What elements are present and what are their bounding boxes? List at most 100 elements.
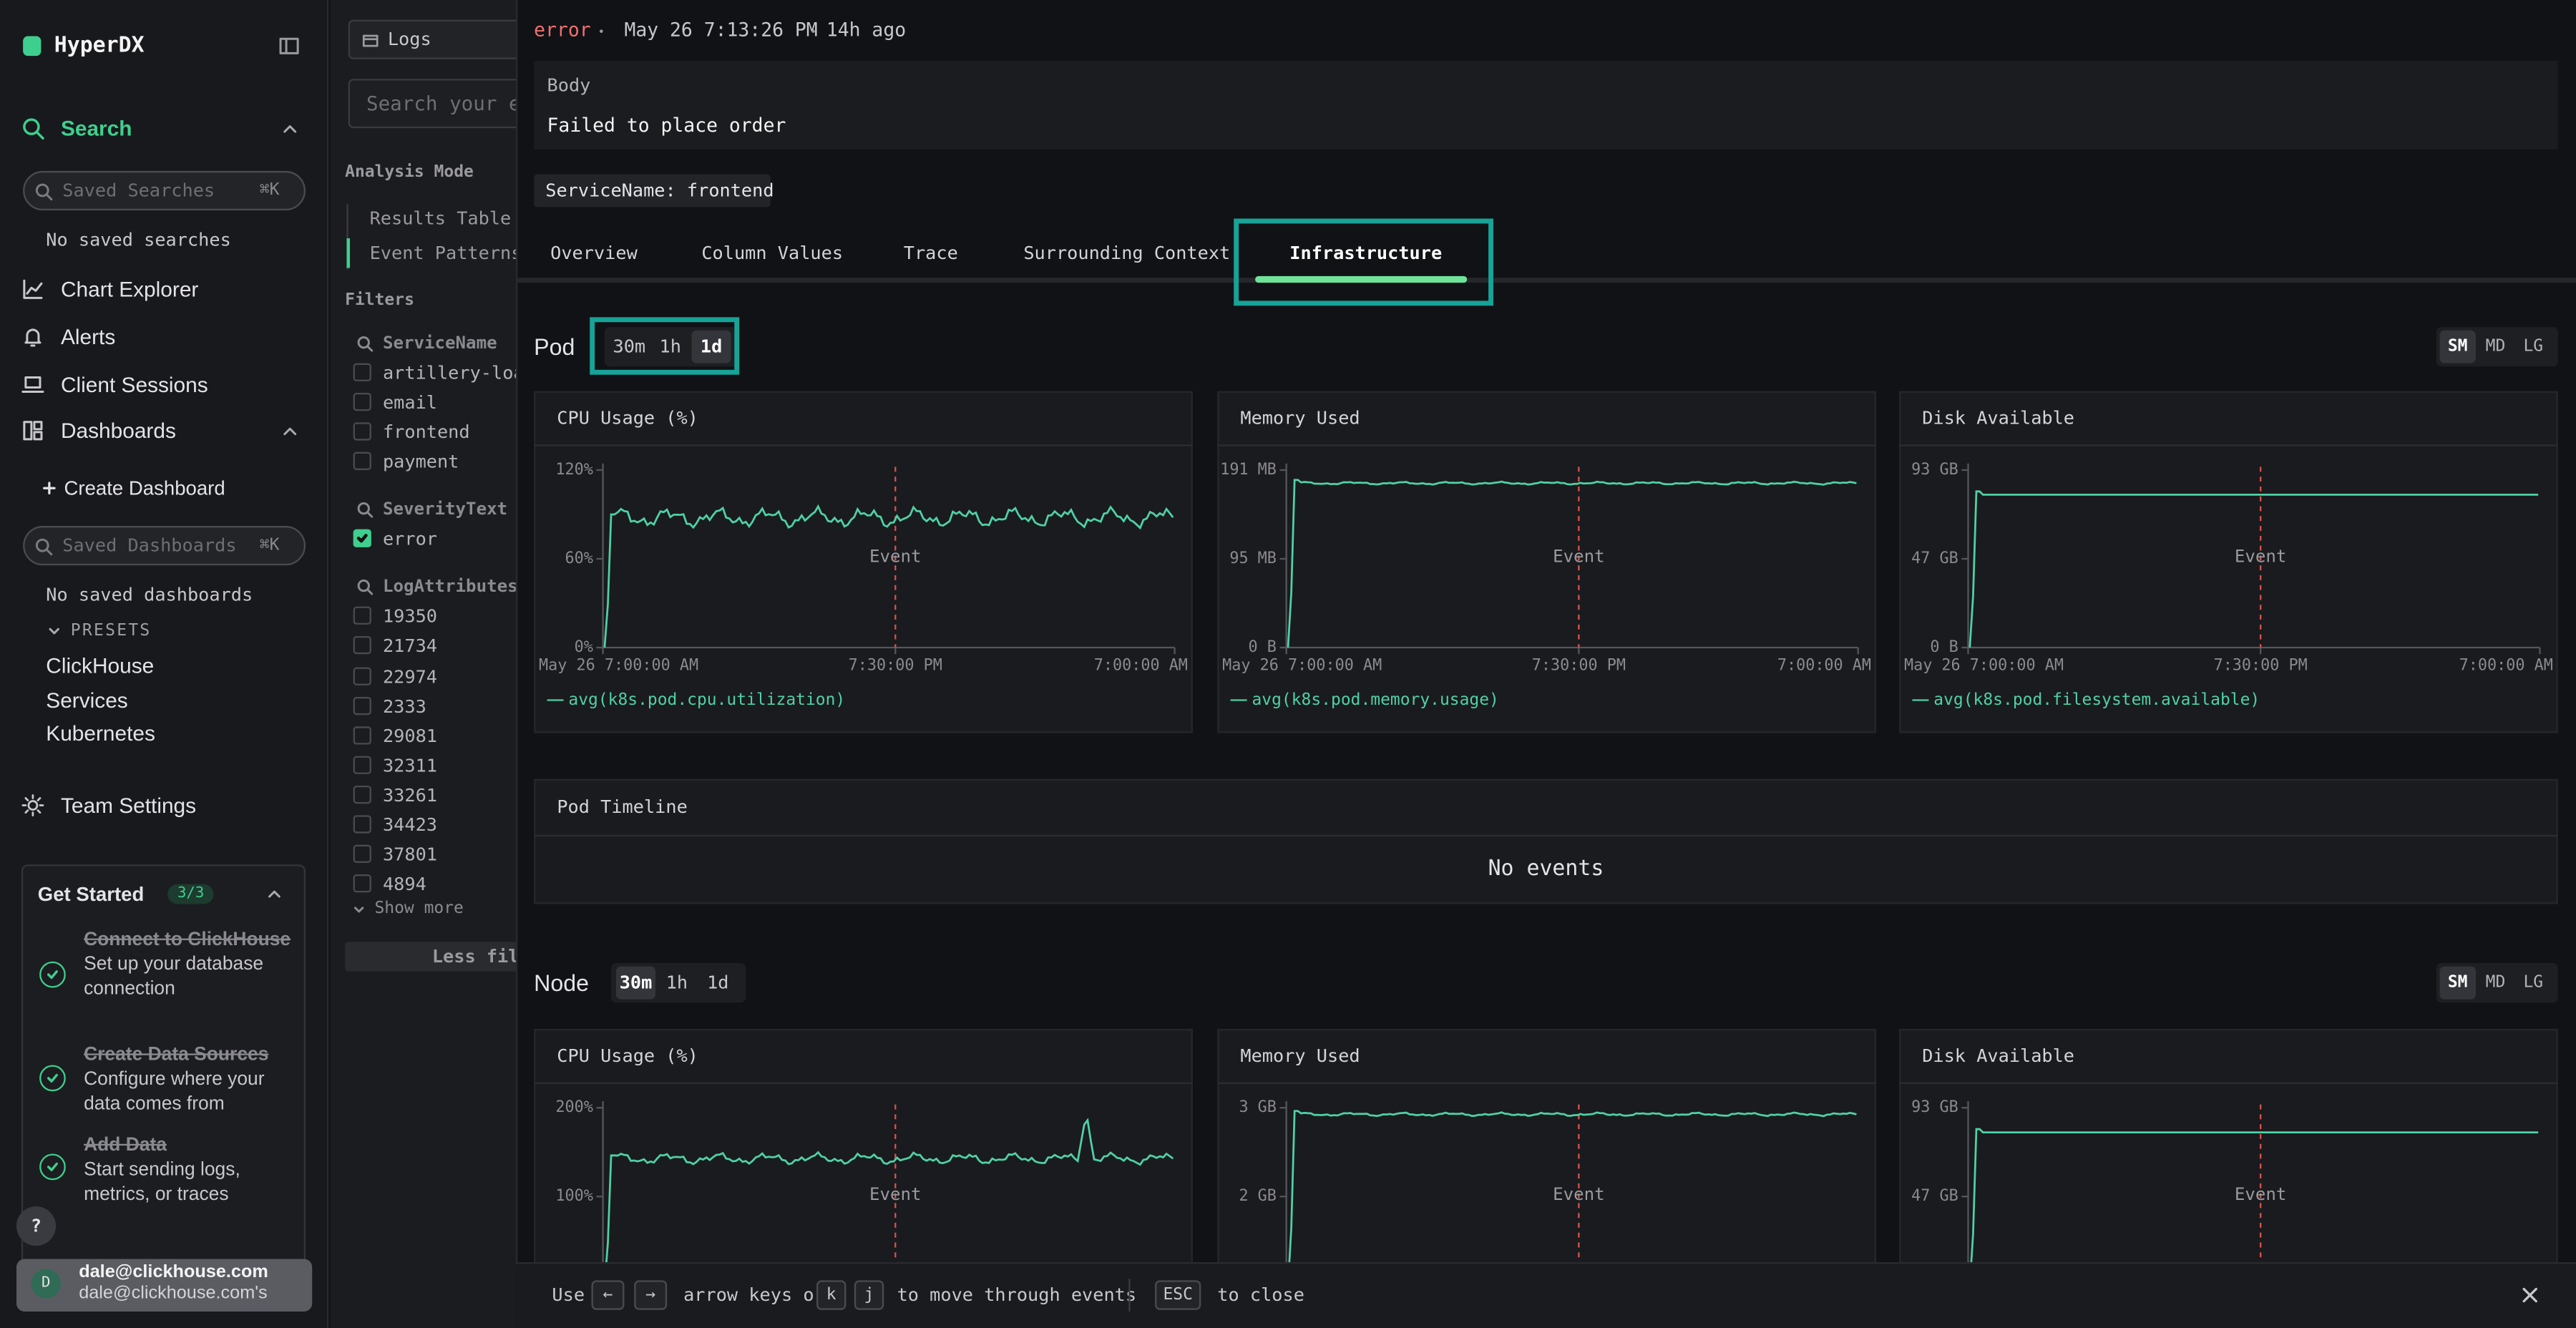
tab[interactable]: Trace	[904, 243, 958, 264]
tab[interactable]: Column Values	[701, 243, 843, 264]
sidebar-toggle-path	[280, 39, 298, 53]
range-button[interactable]: 1h	[666, 972, 688, 994]
checkbox[interactable]	[353, 726, 371, 744]
checkbox[interactable]	[353, 666, 371, 684]
step-description: Start sending logs, metrics, or traces	[84, 1158, 294, 1208]
tab[interactable]: Surrounding Context	[1023, 243, 1230, 264]
range-button[interactable]: 1d	[707, 972, 728, 994]
chevron	[278, 420, 300, 441]
key-label: →	[645, 1286, 655, 1304]
checkbox[interactable]	[353, 393, 371, 411]
icon-path	[49, 1075, 57, 1082]
checkbox[interactable]	[353, 423, 371, 441]
event-label: Event	[869, 547, 922, 567]
nav-item[interactable]: Client Sessions	[61, 372, 208, 396]
chart: CPU Usage (%)120%60%0%May 26 7:00:00 AM7…	[534, 391, 1193, 733]
y-tick-label: 95 MB	[1229, 550, 1277, 567]
y-tick-label: 100%	[555, 1187, 592, 1205]
show-more[interactable]: Show more	[374, 900, 463, 918]
icon-path	[23, 795, 43, 815]
filter-option: 34423	[383, 814, 437, 836]
button-label: Less fil	[432, 946, 519, 967]
checkbox[interactable]	[353, 637, 371, 655]
size-button[interactable]: MD	[2486, 974, 2506, 992]
checkbox[interactable]	[353, 786, 371, 804]
nav-item[interactable]: Alerts	[61, 325, 115, 349]
size-button[interactable]: LG	[2523, 338, 2543, 356]
chart-title: CPU Usage (%)	[557, 408, 698, 429]
chart: Memory Used191 MB95 MB0 BMay 26 7:00:00 …	[1217, 391, 1876, 733]
nav-dashboards[interactable]: Dashboards	[61, 419, 176, 443]
chevron	[351, 902, 366, 917]
get-started-title: Get Started	[38, 883, 145, 906]
icon	[356, 336, 373, 352]
shortcut: ⌘K	[260, 182, 280, 200]
input-placeholder: Saved Dashboards	[62, 535, 236, 557]
event-label: Event	[869, 1184, 922, 1204]
filter-option: artillery-loa	[383, 362, 525, 384]
checkbox[interactable]	[353, 815, 371, 833]
checkbox[interactable]	[353, 607, 371, 625]
mode-option[interactable]: Event Patterns	[370, 243, 522, 264]
preset[interactable]: Services	[46, 687, 127, 711]
tabs-rule	[516, 278, 2576, 283]
x-tick-label: 7:00:00 AM	[2459, 656, 2553, 674]
chart-title: CPU Usage (%)	[557, 1045, 698, 1066]
key-label: ESC	[1163, 1286, 1192, 1304]
x-tick-label: 7:30:00 PM	[2214, 656, 2308, 674]
legend-label: avg(k8s.pod.filesystem.available)	[1933, 690, 2260, 709]
chevron	[278, 117, 300, 139]
close-button[interactable]	[2520, 1285, 2540, 1305]
size-button[interactable]: SM	[2448, 338, 2468, 356]
close-button-path	[2524, 1289, 2536, 1301]
size-button[interactable]: MD	[2486, 338, 2506, 356]
checkbox[interactable]	[353, 756, 371, 773]
y-tick-label: 191 MB	[1220, 461, 1277, 479]
filter-option: email	[383, 392, 437, 414]
icon-path	[358, 581, 372, 595]
filter-option: 21734	[383, 636, 437, 658]
checkbox[interactable]	[353, 452, 371, 470]
icon	[34, 537, 52, 555]
y-tick-label: 47 GB	[1911, 550, 1958, 567]
query-placeholder: Search your e	[366, 92, 521, 115]
y-tick-label: 0%	[575, 638, 593, 656]
nav-item[interactable]: Chart Explorer	[61, 277, 198, 301]
icon-path	[44, 483, 54, 493]
tab[interactable]: Overview	[550, 243, 638, 264]
filter-option: 32311	[383, 755, 437, 776]
preset[interactable]: ClickHouse	[46, 653, 154, 678]
preset[interactable]: Kubernetes	[46, 721, 155, 745]
checkbox[interactable]	[353, 696, 371, 714]
filter-group: LogAttributes	[383, 577, 518, 597]
shortcut: ⌘K	[260, 537, 280, 555]
filter-option: 4894	[383, 874, 426, 895]
y-tick-label: 93 GB	[1911, 1098, 1958, 1116]
team-settings[interactable]: Team Settings	[61, 793, 196, 817]
icon	[21, 373, 44, 396]
presets-label: PRESETS	[71, 622, 152, 640]
highlight-box	[1234, 219, 1493, 306]
legend-label: avg(k8s.pod.cpu.utilization)	[568, 690, 845, 709]
chart-title: Memory Used	[1240, 408, 1360, 429]
size-button[interactable]: LG	[2523, 974, 2543, 992]
section-title: Node	[534, 970, 589, 996]
step-title: Connect to ClickHouse	[84, 927, 294, 954]
filter-option: error	[383, 529, 437, 550]
mode-option[interactable]: Results Table	[370, 208, 512, 230]
nav-search[interactable]: Search	[61, 116, 132, 140]
y-tick-label: 0 B	[1930, 638, 1958, 656]
y-tick-label: 93 GB	[1911, 461, 1958, 479]
range-button[interactable]: 30m	[620, 972, 653, 994]
user-team: dale@clickhouse.com's	[79, 1284, 267, 1304]
size-button[interactable]: SM	[2448, 974, 2468, 992]
icon-path	[358, 337, 372, 351]
checkbox[interactable]	[353, 363, 371, 381]
filter-group: SeverityText	[383, 500, 507, 520]
icon	[21, 419, 44, 442]
step: Create Data SourcesConfigure where your …	[84, 1042, 294, 1118]
checkbox[interactable]	[353, 874, 371, 892]
create-dashboard[interactable]: Create Dashboard	[64, 477, 225, 499]
checkbox[interactable]	[353, 845, 371, 863]
section-label: Analysis Mode	[345, 164, 474, 182]
